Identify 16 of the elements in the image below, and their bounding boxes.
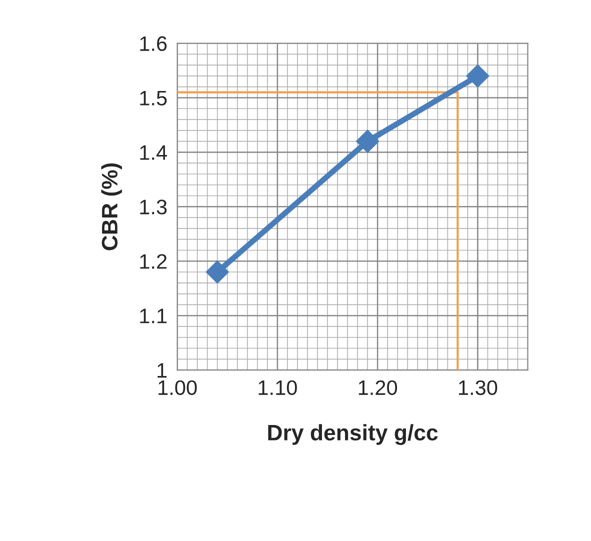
x-axis-title: Dry density g/cc xyxy=(268,424,438,445)
y-tick-label: 1.6 xyxy=(140,36,167,52)
y-axis-title: CBR (%) xyxy=(101,163,122,250)
x-tick-label: 1.20 xyxy=(358,380,398,396)
point xyxy=(206,260,229,284)
y-tick-label: 1.2 xyxy=(140,254,167,269)
x-tick-label: 1.00 xyxy=(158,380,197,396)
point xyxy=(466,64,490,88)
y-tick-label: 1.1 xyxy=(140,308,167,324)
x-tick-label: 1.10 xyxy=(258,380,297,396)
y-tick-label: 1.4 xyxy=(140,145,167,160)
y-tick-label: 1.5 xyxy=(140,90,167,106)
point xyxy=(356,130,380,153)
y-tick-label: 1.3 xyxy=(140,200,167,214)
y-tick-label: 1 xyxy=(158,363,167,378)
x-tick-label: 1.30 xyxy=(459,380,498,396)
